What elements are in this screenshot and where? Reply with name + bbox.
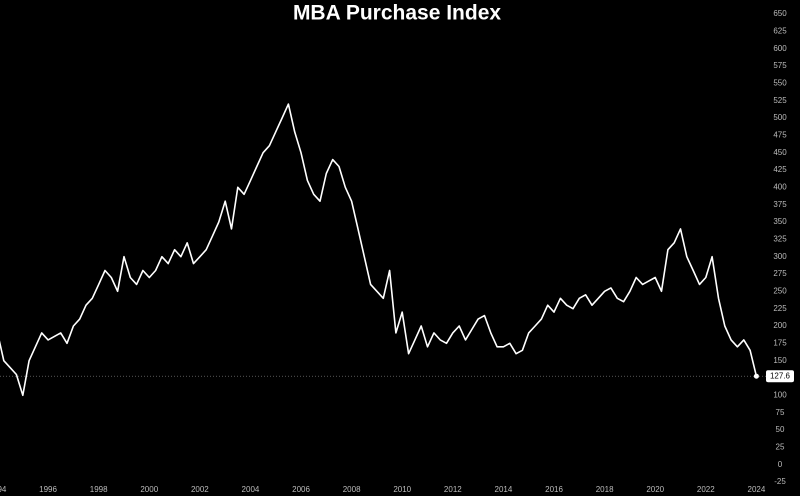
- y-tick-label: 25: [776, 442, 785, 451]
- y-tick-label: 275: [773, 269, 787, 278]
- x-tick-label: 2006: [292, 485, 310, 494]
- y-tick-label: 150: [773, 356, 787, 365]
- x-tick-label: 2022: [697, 485, 715, 494]
- y-tick-label: 550: [773, 78, 787, 87]
- data-line: [0, 103, 758, 397]
- y-tick-label: -25: [774, 477, 786, 486]
- x-tick-label: 2014: [495, 485, 513, 494]
- x-tick-label: 2002: [191, 485, 209, 494]
- x-tick-label: 1998: [90, 485, 108, 494]
- y-tick-label: 625: [773, 26, 787, 35]
- x-tick-label: 2016: [545, 485, 563, 494]
- y-tick-label: 425: [773, 165, 787, 174]
- y-tick-label: 75: [776, 408, 785, 417]
- last-point: [753, 373, 759, 379]
- y-tick-label: 375: [773, 200, 787, 209]
- x-tick-label: 2020: [646, 485, 664, 494]
- y-tick-label: 175: [773, 338, 787, 347]
- y-tick-label: 600: [773, 44, 787, 53]
- last-value-box: [766, 370, 794, 383]
- chart-title: MBA Purchase Index: [293, 2, 501, 25]
- x-tick-label: 2004: [242, 485, 260, 494]
- last-value-label: 127.6: [770, 371, 791, 380]
- y-tick-label: 300: [773, 252, 787, 261]
- y-tick-label: 225: [773, 304, 787, 313]
- y-tick-label: 575: [773, 61, 787, 70]
- y-tick-label: 200: [773, 321, 787, 330]
- x-tick-label: 2012: [444, 485, 462, 494]
- x-tick-label: 1996: [39, 485, 57, 494]
- y-tick-label: 250: [773, 286, 787, 295]
- y-tick-label: 500: [773, 113, 787, 122]
- y-tick-label: 0: [778, 460, 783, 469]
- x-tick-label: 2010: [393, 485, 411, 494]
- y-tick-label: 50: [776, 425, 785, 434]
- y-tick-label: 100: [773, 390, 787, 399]
- y-tick-label: 400: [773, 182, 787, 191]
- x-tick-label: 2008: [343, 485, 361, 494]
- y-tick-label: 650: [773, 9, 787, 18]
- y-tick-label: 350: [773, 217, 787, 226]
- y-tick-label: 475: [773, 130, 787, 139]
- y-tick-label: 525: [773, 96, 787, 105]
- y-tick-label: 450: [773, 148, 787, 157]
- x-tick-label: 2000: [140, 485, 158, 494]
- y-tick-label: 325: [773, 234, 787, 243]
- x-tick-label: 1994: [0, 485, 7, 494]
- x-tick-label: 2024: [748, 485, 766, 494]
- x-tick-label: 2018: [596, 485, 614, 494]
